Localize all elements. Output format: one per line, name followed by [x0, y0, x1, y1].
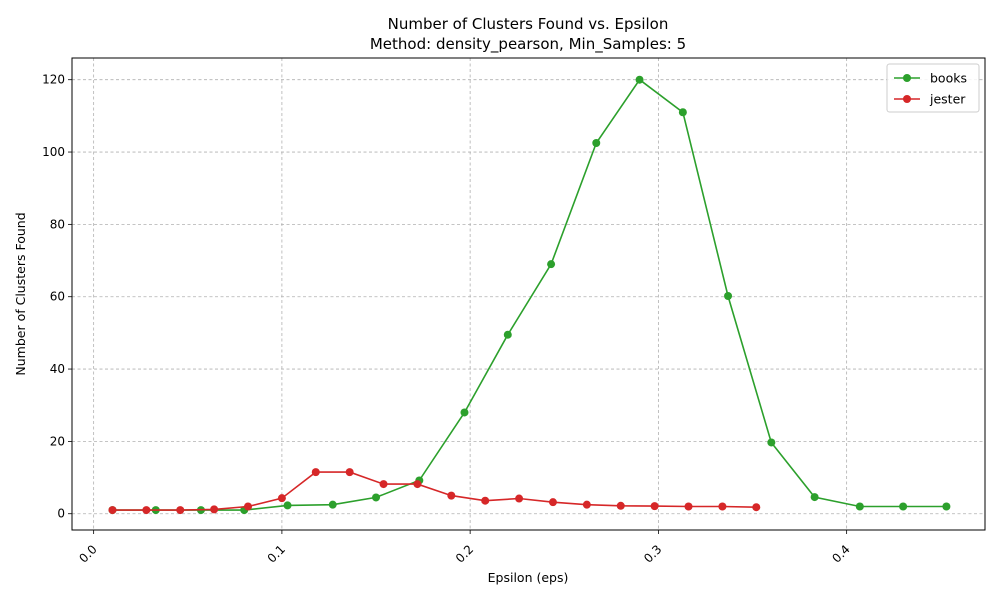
data-point-jester [176, 506, 185, 515]
data-point-books [328, 500, 337, 509]
data-point-jester [345, 468, 354, 477]
data-point-jester [650, 502, 659, 511]
data-point-jester [379, 480, 388, 489]
data-point-jester [413, 480, 422, 489]
y-tick-label: 20 [50, 434, 65, 448]
series-line-jester [112, 471, 757, 511]
data-point-jester [515, 494, 524, 503]
data-point-jester [244, 502, 253, 511]
series-line-books [112, 78, 947, 511]
data-point-jester [210, 505, 219, 514]
data-point-jester [142, 506, 151, 515]
data-point-jester [481, 496, 490, 505]
y-tick-label: 0 [57, 507, 65, 521]
data-point-jester [582, 500, 591, 509]
chart-subtitle: Method: density_pearson, Min_Samples: 5 [370, 35, 686, 54]
chart-title: Number of Clusters Found vs. Epsilon [388, 15, 669, 33]
data-point-books [767, 438, 776, 447]
y-axis-label: Number of Clusters Found [13, 212, 28, 375]
plot-frame [71, 57, 986, 531]
data-point-books [460, 408, 469, 417]
series-jester [108, 468, 761, 515]
data-point-jester [311, 468, 320, 477]
y-tick-label: 120 [42, 73, 65, 87]
legend-label-jester: jester [929, 92, 966, 107]
data-point-jester [108, 506, 117, 515]
x-axis-label: Epsilon (eps) [488, 570, 569, 585]
data-point-books [724, 291, 733, 300]
data-point-books [635, 75, 644, 84]
data-point-books [855, 502, 864, 511]
data-point-books [592, 138, 601, 147]
data-point-jester [752, 503, 761, 512]
data-point-jester [684, 502, 693, 511]
legend-marker-jester [903, 95, 911, 103]
series-layer [108, 75, 951, 515]
data-point-jester [616, 501, 625, 510]
y-tick-label: 100 [42, 145, 65, 159]
legend-marker-books [903, 74, 911, 82]
data-point-jester [718, 502, 727, 511]
data-point-books [503, 330, 512, 339]
data-point-books [810, 493, 819, 502]
grid [72, 58, 985, 530]
data-point-jester [447, 491, 456, 500]
data-point-books [547, 260, 556, 269]
y-tick-label: 60 [50, 290, 65, 304]
data-point-books [942, 502, 951, 511]
legend: books jester [886, 63, 980, 113]
legend-label-books: books [930, 71, 967, 86]
data-point-jester [277, 494, 286, 503]
data-point-books [372, 493, 381, 502]
y-tick-label: 80 [50, 217, 65, 231]
data-point-jester [548, 498, 557, 507]
data-point-books [678, 108, 687, 117]
data-point-books [899, 502, 908, 511]
data-point-books [283, 501, 292, 510]
y-tick-label: 40 [50, 362, 65, 376]
